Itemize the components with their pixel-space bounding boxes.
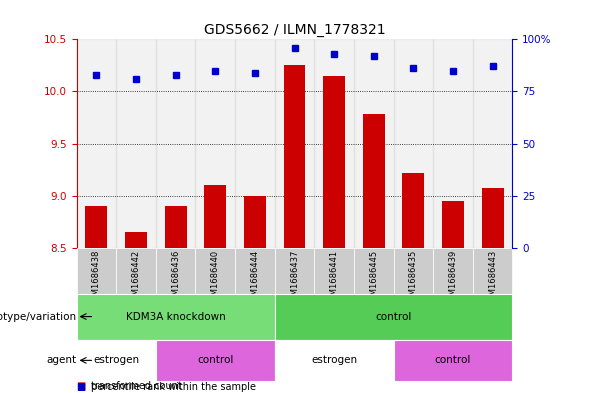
Text: GSM1686441: GSM1686441 [330,250,339,306]
Bar [156,340,274,381]
Bar [156,248,196,294]
Bar [315,248,354,294]
Bar [393,248,433,294]
Text: estrogen: estrogen [93,355,139,365]
Text: GSM1686439: GSM1686439 [448,250,458,306]
Text: control: control [375,312,412,321]
Text: GSM1686442: GSM1686442 [131,250,141,306]
Bar [363,114,385,248]
Bar [283,65,305,248]
Bar [77,39,116,248]
Text: ■: ■ [77,381,86,391]
Bar [77,294,274,340]
Text: GSM1686437: GSM1686437 [290,250,299,307]
Bar [116,248,156,294]
Bar [77,248,116,294]
Text: transformed count: transformed count [91,381,182,391]
Text: GSM1686445: GSM1686445 [369,250,378,306]
Bar [196,39,235,248]
Text: percentile rank within the sample: percentile rank within the sample [91,382,256,392]
Title: GDS5662 / ILMN_1778321: GDS5662 / ILMN_1778321 [204,23,385,37]
Bar [274,294,512,340]
Bar [354,248,393,294]
Bar [354,39,393,248]
Bar [393,340,512,381]
Bar [473,248,512,294]
Bar [77,340,156,381]
Bar [196,248,235,294]
Bar [442,201,464,248]
Bar [156,39,196,248]
Text: agent: agent [47,355,77,365]
Bar [402,173,424,248]
Bar [433,248,473,294]
Bar [433,39,473,248]
Text: KDM3A knockdown: KDM3A knockdown [126,312,226,321]
Bar [116,39,156,248]
Bar [274,340,393,381]
Text: GSM1686438: GSM1686438 [92,250,101,307]
Text: GSM1686435: GSM1686435 [409,250,418,306]
Bar [393,39,433,248]
Bar [315,39,354,248]
Bar [125,232,147,248]
Bar [274,248,315,294]
Text: GSM1686444: GSM1686444 [250,250,259,306]
Bar [274,39,315,248]
Text: estrogen: estrogen [311,355,357,365]
Bar [204,185,226,248]
Text: GSM1686443: GSM1686443 [488,250,497,306]
Text: ■: ■ [77,382,86,392]
Text: control: control [435,355,471,365]
Text: GSM1686436: GSM1686436 [171,250,180,307]
Text: genotype/variation: genotype/variation [0,312,77,321]
Bar [235,248,274,294]
Text: control: control [197,355,233,365]
Bar [473,39,512,248]
Bar [85,206,107,248]
Bar [165,206,187,248]
Text: GSM1686440: GSM1686440 [211,250,220,306]
Bar [482,188,504,248]
Bar [235,39,274,248]
Bar [244,196,266,248]
Bar [323,76,345,248]
